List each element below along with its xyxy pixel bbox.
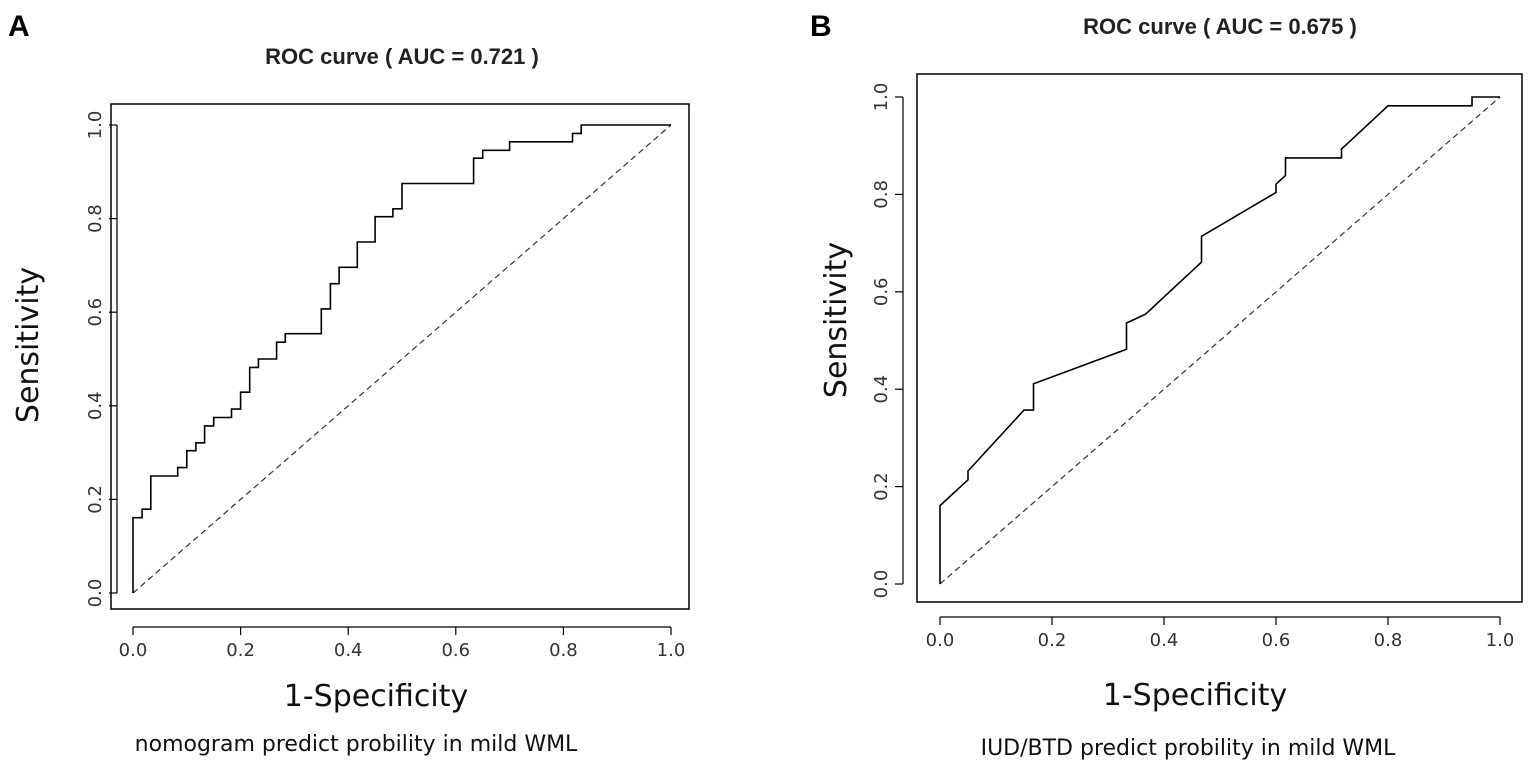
roc-curve-b bbox=[939, 96, 1500, 584]
y-tick-label: 0.2 bbox=[871, 472, 892, 501]
y-tick-label: 0.0 bbox=[85, 579, 106, 608]
x-tick-label: 0.0 bbox=[119, 640, 148, 661]
reference-line-a bbox=[132, 124, 672, 594]
y-tick-label: 0.4 bbox=[85, 391, 106, 420]
y-tick-label: 0.8 bbox=[871, 180, 892, 209]
x-tick-label: 1.0 bbox=[657, 640, 686, 661]
y-tick-label: 0.4 bbox=[871, 375, 892, 404]
axes-a: 0.0 0.2 0.4 0.6 0.8 1.0 0.0 0.2 0.4 0.6 0.8 1.0 bbox=[85, 111, 685, 661]
x-tick-label: 0.0 bbox=[926, 630, 955, 651]
reference-line-b bbox=[939, 96, 1501, 585]
x-tick-label: 0.4 bbox=[334, 640, 363, 661]
chart-title-b: ROC curve ( AUC = 0.675 ) bbox=[1083, 14, 1357, 39]
x-tick-label: 0.2 bbox=[1038, 630, 1067, 651]
panel-letter-a: A bbox=[8, 10, 30, 43]
x-tick-label: 0.4 bbox=[1150, 630, 1179, 651]
panel-letter-b: B bbox=[810, 10, 832, 43]
panel-b: B ROC curve ( AUC = 0.675 ) 0.0 0.2 0.4 0.6… bbox=[810, 10, 1523, 761]
y-axis-title-b: Sensitivity bbox=[819, 242, 854, 398]
x-tick-label: 1.0 bbox=[1486, 630, 1515, 651]
y-tick-label: 1.0 bbox=[85, 111, 106, 140]
x-axis-title-a: 1-Specificity bbox=[284, 679, 469, 714]
y-axis-title-a: Sensitivity bbox=[11, 267, 46, 423]
x-tick-label: 0.8 bbox=[549, 640, 578, 661]
y-tick-label: 0.6 bbox=[85, 298, 106, 327]
y-tick-label: 0.6 bbox=[871, 277, 892, 306]
roc-curve-a bbox=[132, 124, 671, 593]
plot-frame-a bbox=[110, 103, 690, 610]
x-tick-label: 0.2 bbox=[226, 640, 255, 661]
caption-a: nomogram predict probility in mild WML bbox=[135, 732, 578, 757]
caption-b: IUD/BTD predict probility in mild WML bbox=[981, 736, 1397, 761]
y-tick-label: 0.2 bbox=[85, 485, 106, 514]
y-tick-label: 1.0 bbox=[871, 83, 892, 112]
y-tick-label: 0.0 bbox=[871, 570, 892, 599]
panel-a: A ROC curve ( AUC = 0.721 ) 0.0 0.2 0.4 0.6… bbox=[8, 10, 690, 757]
x-axis-title-b: 1-Specificity bbox=[1103, 678, 1288, 713]
y-tick-label: 0.8 bbox=[85, 204, 106, 233]
chart-title-a: ROC curve ( AUC = 0.721 ) bbox=[265, 44, 539, 69]
x-tick-label: 0.6 bbox=[441, 640, 470, 661]
plot-frame-b bbox=[916, 73, 1523, 603]
axes-b: 0.0 0.2 0.4 0.6 0.8 1.0 0.0 0.2 0.4 0.6 0.8 1.0 bbox=[871, 83, 1514, 651]
x-tick-label: 0.6 bbox=[1262, 630, 1291, 651]
x-tick-label: 0.8 bbox=[1374, 630, 1403, 651]
